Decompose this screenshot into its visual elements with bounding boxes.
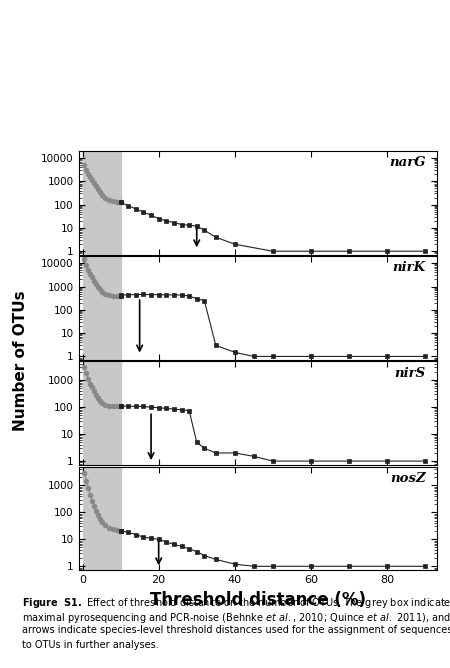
Bar xyxy=(82,257,121,360)
Text: $\bf{Figure\ \ S1.}$ Effect of threshold distance on the number of OTUs. The gre: $\bf{Figure\ \ S1.}$ Effect of threshold… xyxy=(22,596,450,610)
Text: Number of OTUs: Number of OTUs xyxy=(13,291,28,431)
Text: maximal pyrosequencing and PCR-noise (Behnke $\it{et\ al.}$, 2010; Quince $\it{e: maximal pyrosequencing and PCR-noise (Be… xyxy=(22,611,450,625)
Text: nirS: nirS xyxy=(395,367,426,379)
Bar xyxy=(82,466,121,570)
Text: to OTUs in further analyses.: to OTUs in further analyses. xyxy=(22,640,159,650)
Bar xyxy=(82,151,121,255)
Text: Threshold distance (%): Threshold distance (%) xyxy=(149,591,365,609)
Text: narG: narG xyxy=(389,156,426,169)
Text: arrows indicate species-level threshold distances used for the assignment of seq: arrows indicate species-level threshold … xyxy=(22,625,450,635)
Text: nirK: nirK xyxy=(393,261,426,275)
Bar xyxy=(82,361,121,465)
Text: nosZ: nosZ xyxy=(390,472,426,485)
